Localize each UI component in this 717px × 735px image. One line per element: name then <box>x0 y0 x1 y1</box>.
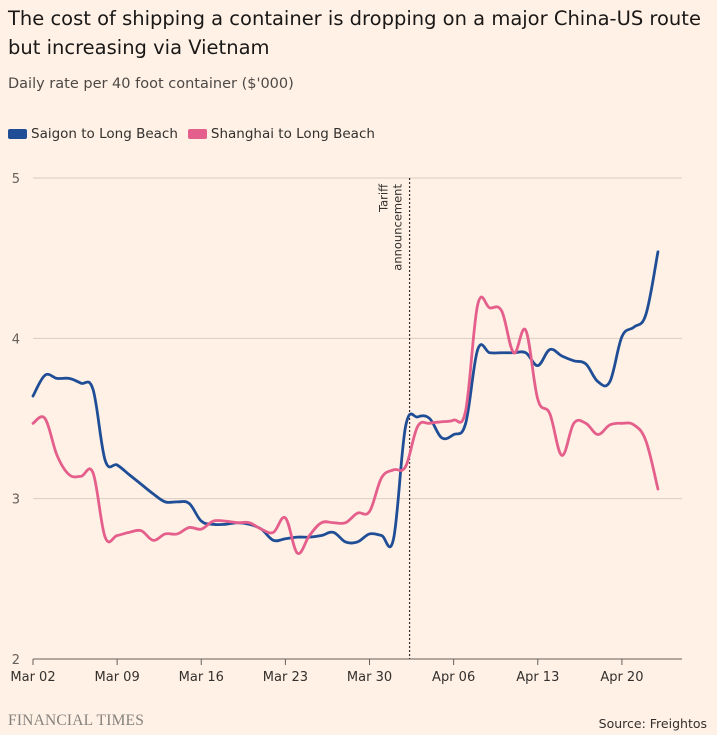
x-tick-label-mar-16: Mar 16 <box>179 670 224 685</box>
x-tick-label-apr-06: Apr 06 <box>432 670 475 685</box>
x-tick-label-apr-20: Apr 20 <box>600 670 643 685</box>
series-line-shanghai <box>31 295 660 555</box>
chart-title: The cost of shipping a container is drop… <box>8 7 701 59</box>
x-tick-label-mar-30: Mar 30 <box>347 670 392 685</box>
series-line-saigon <box>31 250 660 549</box>
chart-subtitle: Daily rate per 40 foot container ($'000) <box>8 76 294 92</box>
legend-label-shanghai: Shanghai to Long Beach <box>210 126 375 142</box>
legend-item-shanghai: Shanghai to Long Beach <box>187 126 375 142</box>
x-tick-label-mar-23: Mar 23 <box>263 670 308 685</box>
legend-swatch-shanghai <box>187 129 207 139</box>
y-tick-label-3: 3 <box>12 493 20 508</box>
y-tick-label-4: 4 <box>12 332 20 347</box>
tariff-annotation-label-1: announcement <box>391 184 405 271</box>
legend: Saigon to Long Beach Shanghai to Long Be… <box>8 126 385 142</box>
x-tick-label-mar-09: Mar 09 <box>95 670 140 685</box>
tariff-annotation-label-0: Tariff <box>377 183 391 213</box>
y-tick-label-2: 2 <box>12 653 20 668</box>
legend-swatch-saigon <box>8 129 27 139</box>
y-tick-label-5: 5 <box>12 172 20 187</box>
legend-label-saigon: Saigon to Long Beach <box>31 126 178 142</box>
legend-item-saigon: Saigon to Long Beach <box>8 126 178 142</box>
x-tick-label-mar-02: Mar 02 <box>10 670 55 685</box>
publisher-logo: FINANCIAL TIMES <box>8 712 145 729</box>
x-tick-label-apr-13: Apr 13 <box>516 670 559 685</box>
source-note: Source: Freightos <box>598 716 707 731</box>
